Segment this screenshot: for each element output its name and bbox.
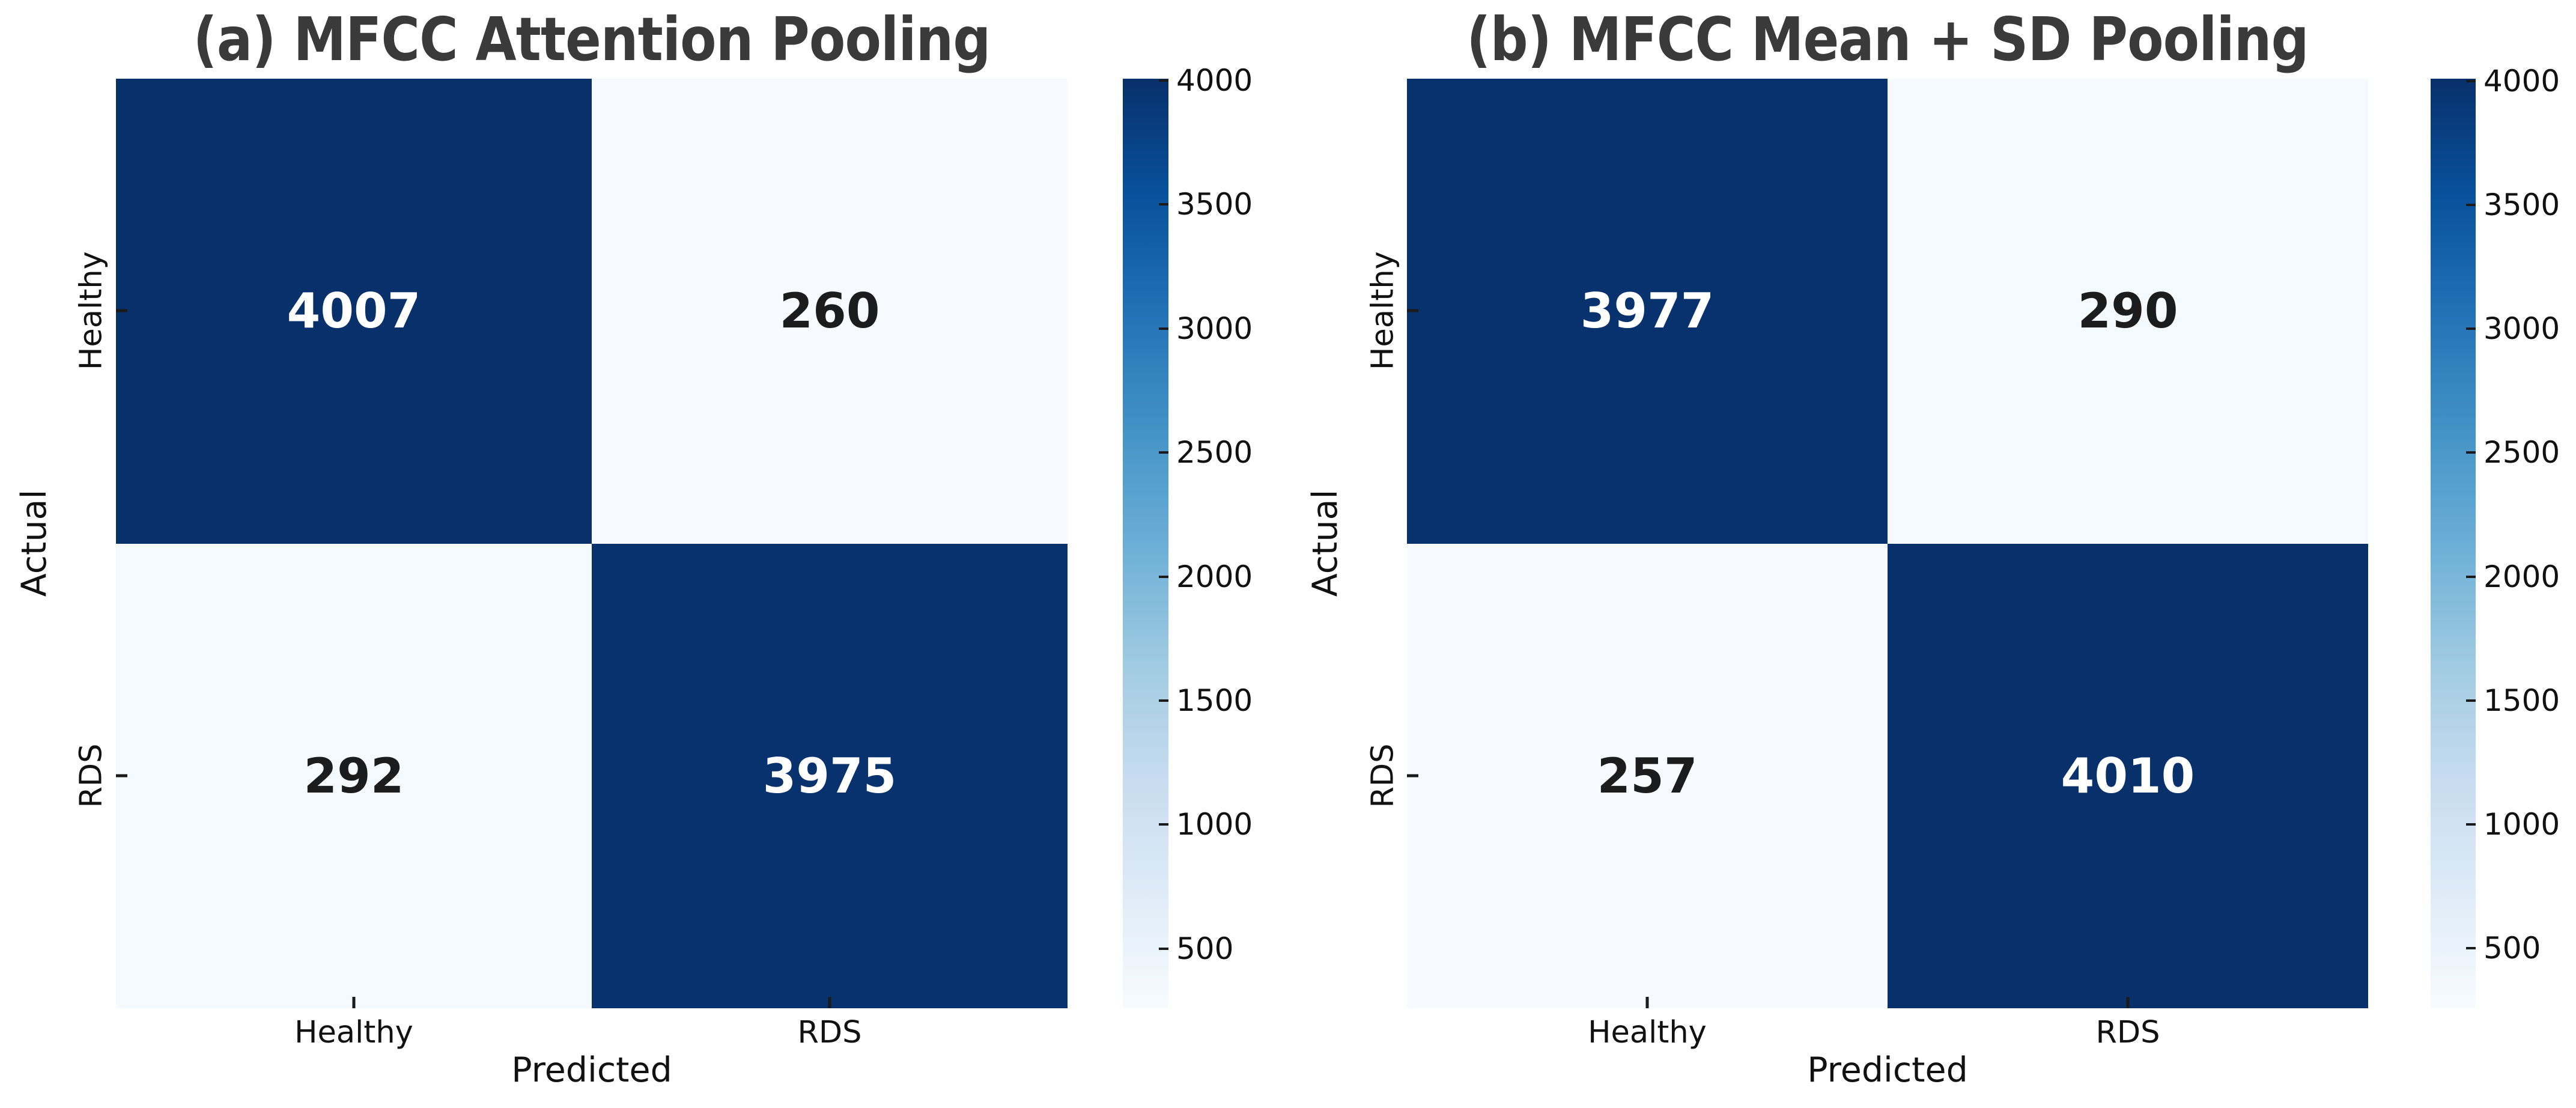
- colorbar-tick-label: 3500: [2483, 187, 2560, 223]
- heatmap-cell: 292: [116, 543, 592, 1008]
- heatmap-cell: 4007: [116, 79, 592, 544]
- colorbar-tick-mark: [2466, 575, 2476, 578]
- colorbar-tick-label: 1000: [2483, 806, 2560, 842]
- colorbar-tick-mark: [2466, 946, 2476, 949]
- colorbar-tick-mark: [1159, 823, 1168, 826]
- colorbar-tick-label: 500: [2483, 930, 2541, 966]
- cell-value: 290: [2077, 283, 2178, 339]
- y-axis-label: Actual: [1305, 489, 1345, 597]
- colorbar-tick-mark: [1159, 575, 1168, 578]
- colorbar-tick-mark: [1159, 327, 1168, 330]
- y-tick-mark: [116, 774, 127, 778]
- cell-value: 3975: [762, 747, 897, 804]
- cell-value: 3977: [1580, 283, 1715, 339]
- x-tick-label: Healthy: [1588, 1015, 1707, 1050]
- colorbar-tick-label: 2500: [1176, 435, 1253, 470]
- colorbar-tick-label: 1000: [1176, 807, 1253, 842]
- heatmap-cell: 3975: [592, 543, 1068, 1008]
- heatmap-cell: 4010: [1888, 543, 2368, 1008]
- x-tick-mark: [352, 997, 356, 1008]
- colorbar-tick-mark: [1159, 203, 1168, 206]
- panel-b-heatmap: 3977 290 257 4010: [1407, 79, 2368, 1008]
- colorbar-tick-mark: [1159, 451, 1168, 454]
- heatmap-cell: 3977: [1407, 79, 1888, 544]
- colorbar-tick-mark: [1159, 947, 1168, 950]
- colorbar-tick-label: 2000: [2483, 559, 2560, 594]
- x-tick-label: RDS: [2095, 1015, 2160, 1050]
- x-tick-mark: [828, 997, 831, 1008]
- colorbar-tick-label: 1500: [1176, 683, 1253, 719]
- colorbar-tick-label: 4000: [1176, 62, 1253, 98]
- colorbar-tick-label: 2000: [1176, 559, 1253, 594]
- panel-a-title: (a) MFCC Attention Pooling: [193, 4, 991, 75]
- y-tick-mark: [116, 309, 127, 312]
- colorbar-tick-label: 500: [1176, 931, 1234, 966]
- colorbar-tick-mark: [2466, 823, 2476, 826]
- colorbar-tick-label: 3000: [1176, 311, 1253, 346]
- panel-b-title: (b) MFCC Mean + SD Pooling: [1466, 4, 2309, 75]
- colorbar: [2431, 79, 2476, 1008]
- colorbar-tick-label: 4000: [2483, 64, 2560, 99]
- colorbar-tick-label: 2500: [2483, 435, 2560, 470]
- y-tick-mark: [1407, 774, 1418, 778]
- x-tick-label: RDS: [797, 1015, 862, 1050]
- colorbar-tick-label: 1500: [2483, 683, 2560, 718]
- panel-a-heatmap: 4007 260 292 3975: [116, 79, 1068, 1008]
- x-tick-label: Healthy: [294, 1015, 413, 1050]
- x-tick-mark: [1645, 997, 1649, 1008]
- colorbar-tick-mark: [2466, 327, 2476, 330]
- x-tick-mark: [2126, 997, 2130, 1008]
- y-tick-label: Healthy: [1365, 251, 1401, 370]
- colorbar-tick-mark: [2466, 80, 2476, 83]
- cell-value: 4007: [287, 283, 421, 339]
- y-tick-mark: [1407, 309, 1418, 312]
- colorbar-tick-mark: [1159, 79, 1168, 82]
- heatmap-cell: 260: [592, 79, 1068, 544]
- colorbar-tick-mark: [1159, 699, 1168, 702]
- x-axis-label: Predicted: [1807, 1050, 1968, 1090]
- cell-value: 257: [1597, 747, 1698, 804]
- colorbar-tick-label: 3000: [2483, 311, 2560, 347]
- heatmap-cell: 290: [1888, 79, 2368, 544]
- colorbar: [1123, 79, 1168, 1008]
- colorbar-tick-mark: [2466, 451, 2476, 454]
- colorbar-tick-mark: [2466, 204, 2476, 207]
- colorbar-tick-mark: [2466, 699, 2476, 702]
- cell-value: 292: [303, 747, 404, 804]
- heatmap-cell: 257: [1407, 543, 1888, 1008]
- colorbar-tick-label: 3500: [1176, 187, 1253, 222]
- x-axis-label: Predicted: [511, 1050, 672, 1090]
- cell-value: 4010: [2061, 747, 2195, 804]
- y-tick-label: RDS: [1365, 743, 1401, 808]
- cell-value: 260: [779, 283, 880, 339]
